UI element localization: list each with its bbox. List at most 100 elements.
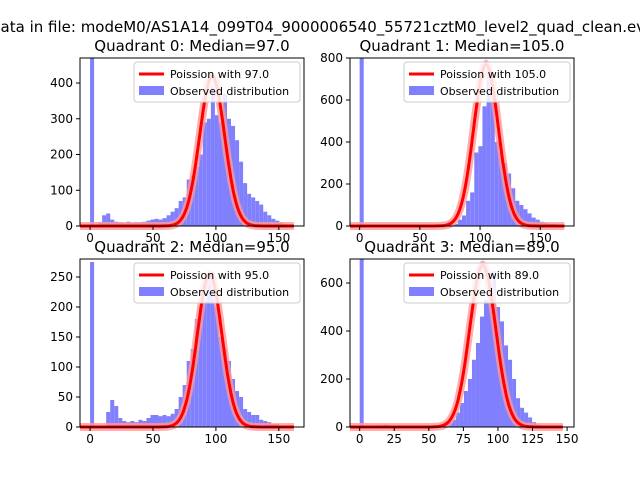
legend-box <box>133 61 301 103</box>
axes-frame <box>79 57 305 227</box>
hist-bar <box>359 58 364 226</box>
hist-bar <box>198 307 203 427</box>
axes-frame <box>79 258 305 428</box>
hist-bar <box>170 413 175 427</box>
x-tick-label: 100 <box>469 231 492 245</box>
hist-bar <box>263 211 268 226</box>
legend-fit-label: Poission with 97.0 <box>170 68 269 81</box>
y-tick-label: 0 <box>65 219 73 233</box>
hist-bar <box>267 215 272 226</box>
x-tick-label: 100 <box>486 432 509 446</box>
y-tick-label: 400 <box>50 76 73 90</box>
hist-bar <box>451 419 456 427</box>
hist-bar <box>102 215 107 226</box>
legend-box <box>403 61 571 103</box>
y-tick-label: 0 <box>335 219 343 233</box>
subplot-quadrant-1: 0 50 100 150 0 200 400 600 800 Quadrant 1: Median… <box>320 37 575 245</box>
hist-bar <box>251 415 256 427</box>
y-tick-label: 150 <box>50 330 73 344</box>
hist-bar <box>459 403 464 427</box>
hist-bar <box>206 118 211 226</box>
y-tick-label: 200 <box>320 372 343 386</box>
hist-bar <box>512 379 517 427</box>
hist-bar <box>198 154 203 226</box>
x-tick-label: 0 <box>356 432 364 446</box>
subplot-title: Quadrant 1: Median=105.0 <box>360 37 565 55</box>
hist-bar <box>475 343 480 427</box>
hist-bar <box>166 416 171 427</box>
legend-hist-label: Observed distribution <box>170 85 289 98</box>
y-tick-label: 400 <box>320 135 343 149</box>
hist-bar <box>490 89 495 226</box>
hist-bar <box>462 215 467 226</box>
hist-bar <box>516 398 521 427</box>
legend-fit-label: Poission with 105.0 <box>440 68 546 81</box>
y-tick-label: 50 <box>58 390 73 404</box>
x-tick-label: 100 <box>204 432 227 446</box>
x-tick-label: 150 <box>267 231 290 245</box>
hist-bar <box>247 412 252 427</box>
figure-suptitle: Data in file: modeM0/AS1A14_099T04_90000… <box>0 18 640 37</box>
subplot-title: Quadrant 3: Median=89.0 <box>364 238 559 256</box>
hist-bar <box>498 152 503 226</box>
hist-bar <box>359 259 364 427</box>
y-tick-label: 250 <box>50 270 73 284</box>
hist-bar <box>239 161 244 226</box>
hist-bar <box>478 146 483 226</box>
hist-bar <box>214 307 219 427</box>
hist-bar <box>170 211 175 226</box>
y-tick-label: 200 <box>50 148 73 162</box>
hist-bar <box>222 349 227 427</box>
hist-bar <box>520 407 525 427</box>
hist-bar <box>218 122 223 226</box>
y-tick-label: 600 <box>320 276 343 290</box>
y-tick-label: 0 <box>335 420 343 434</box>
x-tick-label: 0 <box>86 432 94 446</box>
y-tick-label: 100 <box>50 360 73 374</box>
y-tick-label: 200 <box>50 300 73 314</box>
hist-bar <box>118 418 123 427</box>
x-tick-label: 125 <box>521 432 544 446</box>
subplot-title: Quadrant 0: Median=97.0 <box>94 37 289 55</box>
x-tick-label: 0 <box>86 231 94 245</box>
hist-bar <box>210 289 215 427</box>
hist-bar <box>487 287 493 427</box>
y-tick-label: 800 <box>320 51 343 65</box>
subplot-grid: 0 50 100 150 0 100 200 300 400 Quadrant 0: Median… <box>50 37 578 446</box>
legend-box <box>403 262 571 304</box>
y-tick-label: 400 <box>320 324 343 338</box>
hist-bar <box>483 299 488 427</box>
subplot-quadrant-2: 0 50 100 150 0 50 100 150 200 250 Quadrant 2: Medi… <box>50 238 305 446</box>
y-tick-label: 100 <box>50 183 73 197</box>
hist-bar <box>146 418 151 427</box>
hist-bar <box>474 152 479 226</box>
hist-bar <box>523 209 528 226</box>
hist-bar <box>243 183 248 226</box>
hist-bar <box>214 115 219 226</box>
hist-bar <box>114 406 119 427</box>
legend-hist-label: Observed distribution <box>170 286 289 299</box>
hist-bar <box>479 316 484 427</box>
hist-bar <box>455 412 460 427</box>
hist-bar <box>154 415 159 427</box>
hist-bar <box>492 271 497 427</box>
subplot-quadrant-3: 0 25 50 75 100 125 150 0 200 400 600 Quadrant 3: Me… <box>320 238 578 446</box>
hist-bar <box>519 205 524 226</box>
hist-bar <box>466 200 471 226</box>
legend-hist-swatch <box>409 287 434 296</box>
hist-bar <box>467 379 472 427</box>
hist-bar <box>194 167 199 226</box>
hist-bar <box>166 215 171 226</box>
legend-fit-label: Poission with 95.0 <box>170 269 269 282</box>
hist-bar <box>531 217 536 226</box>
hist-bar <box>110 400 115 427</box>
hist-bar <box>243 409 248 427</box>
hist-bar <box>463 391 468 427</box>
x-tick-label: 50 <box>412 231 427 245</box>
hist-bar <box>247 193 252 226</box>
legend-box <box>133 262 301 304</box>
hist-bar <box>194 319 199 427</box>
hist-bar <box>255 415 260 427</box>
x-tick-label: 50 <box>421 432 436 446</box>
